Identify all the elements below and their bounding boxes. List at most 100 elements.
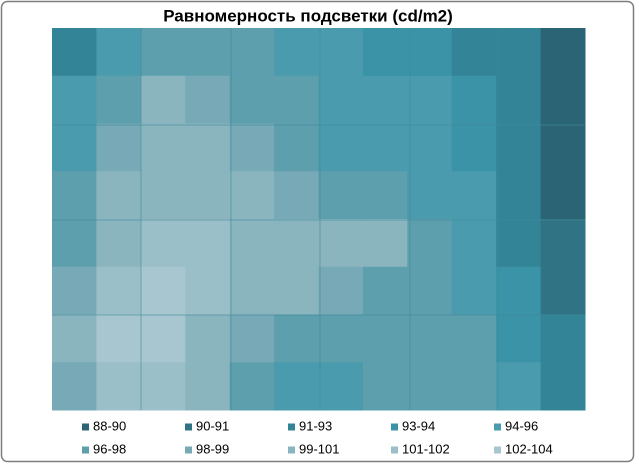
- contour-cell: [229, 266, 275, 315]
- contour-cell: [274, 362, 319, 411]
- contour-cell: [451, 362, 497, 411]
- contour-cell: [52, 28, 97, 77]
- contour-cell: [52, 171, 97, 220]
- contour-cell: [52, 123, 97, 172]
- contour-cell: [451, 219, 497, 268]
- contour-cell: [362, 362, 408, 411]
- contour-cell: [362, 75, 408, 124]
- legend-label: 91-93: [299, 418, 332, 433]
- contour-cell: [140, 123, 186, 172]
- contour-cell: [540, 362, 586, 411]
- legend-swatch: [391, 423, 398, 431]
- contour-cell: [540, 266, 586, 315]
- contour-cell: [318, 123, 364, 172]
- contour-cell: [318, 266, 364, 315]
- contour-cell: [229, 123, 275, 172]
- contour-cell: [274, 171, 319, 220]
- contour-cell: [496, 123, 542, 172]
- contour-cell: [229, 28, 275, 77]
- contour-cell: [185, 362, 231, 411]
- contour-cell: [407, 28, 453, 77]
- contour-cell: [140, 75, 186, 124]
- contour-cell: [140, 362, 186, 411]
- contour-cell: [318, 75, 364, 124]
- contour-cell: [229, 314, 275, 363]
- contour-cell: [229, 219, 275, 268]
- contour-cell: [407, 219, 453, 268]
- legend-swatch: [494, 446, 501, 454]
- contour-cell: [96, 75, 142, 124]
- contour-cell: [451, 123, 497, 172]
- contour-cell: [362, 314, 408, 363]
- contour-cell: [185, 171, 231, 220]
- legend-swatch: [288, 446, 295, 454]
- legend-swatch: [82, 423, 89, 431]
- contour-cell: [496, 28, 542, 77]
- contour-cell: [496, 171, 542, 220]
- contour-cell: [140, 266, 186, 315]
- contour-cell: [274, 123, 319, 172]
- legend-label: 88-90: [93, 418, 126, 433]
- contour-cell: [274, 219, 319, 268]
- contour-cell: [185, 123, 231, 172]
- contour-cell: [540, 171, 586, 220]
- contour-cell: [407, 123, 453, 172]
- contour-cell: [496, 314, 542, 363]
- legend-label: 93-94: [402, 418, 435, 433]
- contour-cell: [185, 314, 231, 363]
- contour-cell: [318, 362, 364, 411]
- contour-cell: [52, 314, 97, 363]
- contour-cell: [318, 171, 364, 220]
- contour-cell: [96, 219, 142, 268]
- contour-cell: [318, 219, 364, 268]
- contour-cell: [362, 123, 408, 172]
- legend-label: 102-104: [505, 441, 553, 456]
- contour-cell: [540, 314, 586, 363]
- contour-cell: [407, 266, 453, 315]
- contour-cell: [407, 75, 453, 124]
- contour-cell: [96, 314, 142, 363]
- legend-swatch: [391, 446, 398, 454]
- contour-cell: [52, 75, 97, 124]
- plot-area: [52, 28, 586, 411]
- contour-cell: [407, 362, 453, 411]
- grid: [52, 28, 585, 410]
- contour-cell: [96, 171, 142, 220]
- contour-cell: [318, 28, 364, 77]
- contour-cell: [451, 75, 497, 124]
- contour-cell: [52, 362, 97, 411]
- contour-cell: [496, 362, 542, 411]
- contour-cell: [185, 266, 231, 315]
- contour-cell: [140, 28, 186, 77]
- contour-cell: [540, 219, 586, 268]
- legend-swatch: [82, 446, 89, 454]
- contour-cell: [496, 266, 542, 315]
- legend-swatch: [185, 423, 192, 431]
- contour-cell: [407, 314, 453, 363]
- legend-label: 94-96: [505, 418, 538, 433]
- contour-cell: [96, 28, 142, 77]
- contour-cell: [274, 75, 319, 124]
- contour-cell: [229, 362, 275, 411]
- legend-label: 101-102: [402, 441, 450, 456]
- contour-cell: [407, 171, 453, 220]
- contour-cell: [96, 362, 142, 411]
- contour-cell: [274, 314, 319, 363]
- contour-cell: [451, 28, 497, 77]
- contour-cell: [52, 266, 97, 315]
- contour-cell: [451, 171, 497, 220]
- contour-cell: [496, 75, 542, 124]
- legend-label: 96-98: [93, 441, 126, 456]
- contour-cell: [362, 266, 408, 315]
- contour-cell: [185, 28, 231, 77]
- contour-cell: [362, 28, 408, 77]
- contour-cell: [185, 219, 231, 268]
- contour-cell: [451, 314, 497, 363]
- contour-cell: [96, 123, 142, 172]
- legend-label: 90-91: [196, 418, 229, 433]
- contour-cell: [274, 266, 319, 315]
- contour-cell: [140, 219, 186, 268]
- contour-cell: [52, 219, 97, 268]
- contour-cell: [140, 171, 186, 220]
